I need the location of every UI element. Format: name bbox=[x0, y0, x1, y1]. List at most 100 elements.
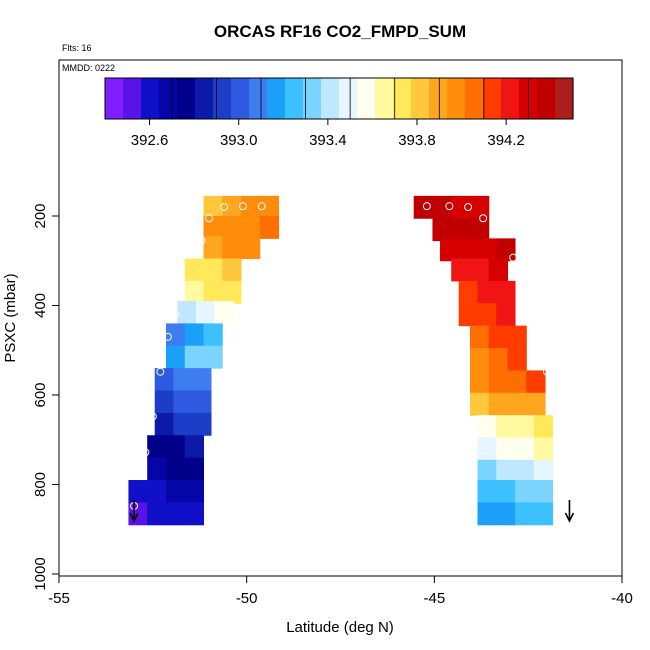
heatmap-cell bbox=[533, 415, 554, 439]
heatmap-cell bbox=[195, 301, 216, 324]
flight-marker bbox=[137, 469, 146, 478]
colorbar-swatch bbox=[411, 78, 430, 119]
heatmap-cell bbox=[477, 238, 497, 262]
heatmap-cell bbox=[192, 368, 212, 392]
heatmap-cell bbox=[184, 258, 205, 282]
heatmap-cell bbox=[451, 195, 471, 219]
heatmap-cell bbox=[469, 218, 490, 242]
colorbar-swatch bbox=[231, 78, 250, 119]
y-tick-label: 800 bbox=[32, 472, 49, 497]
heatmap-cell bbox=[173, 412, 193, 436]
heatmap-cell bbox=[533, 437, 554, 461]
colorbar-swatch bbox=[249, 78, 268, 119]
colorbar-swatch bbox=[501, 78, 520, 119]
colorbar-swatch bbox=[321, 78, 340, 119]
heatmap-cell bbox=[496, 303, 516, 327]
colorbar-swatch bbox=[339, 78, 358, 119]
heatmap-cell bbox=[458, 280, 478, 304]
heatmap-cell bbox=[192, 412, 212, 436]
heatmap-cell bbox=[203, 216, 223, 239]
heatmap-cell bbox=[515, 502, 535, 526]
colorbar-swatch bbox=[447, 78, 466, 119]
colorbar-swatch bbox=[555, 78, 574, 119]
y-tick-label: 600 bbox=[32, 382, 49, 407]
heatmap-cell bbox=[507, 348, 527, 371]
heatmap-cell bbox=[203, 236, 223, 260]
colorbar-swatch bbox=[213, 78, 232, 119]
heatmap-cell bbox=[507, 392, 527, 416]
colorbar-tick-label: 393.0 bbox=[220, 132, 258, 149]
colorbar-border bbox=[104, 77, 574, 120]
heatmap-cell bbox=[526, 392, 546, 416]
x-tick-label: -55 bbox=[48, 590, 70, 607]
heatmap-cell bbox=[184, 457, 205, 481]
heatmap-cell bbox=[496, 459, 516, 483]
heatmap-cell bbox=[222, 280, 242, 304]
heatmap-cell bbox=[496, 437, 516, 461]
colorbar-swatch bbox=[375, 78, 394, 119]
heatmap-cell bbox=[526, 370, 546, 394]
heatmap-cell bbox=[477, 502, 497, 526]
colorbar-tick-label: 393.8 bbox=[398, 132, 436, 149]
heatmap-cell bbox=[488, 348, 509, 371]
heatmap-cell bbox=[477, 437, 497, 461]
flight-marker bbox=[479, 214, 488, 223]
colorbar-tick-label: 394.2 bbox=[487, 132, 525, 149]
heatmap-cell bbox=[154, 390, 174, 414]
y-tick-label: 400 bbox=[32, 293, 49, 318]
y-tick-label: 1000 bbox=[32, 557, 49, 590]
heatmap-cell bbox=[469, 392, 490, 416]
colorbar: 392.6 393.0 393.4 393.8 394.2 bbox=[104, 77, 574, 149]
heatmap-cell bbox=[184, 345, 205, 369]
heatmap-cell bbox=[241, 236, 261, 260]
heatmap-cell bbox=[507, 325, 527, 349]
heatmap-cell bbox=[477, 459, 497, 483]
heatmap-cell bbox=[173, 368, 193, 392]
heatmap-cell bbox=[507, 370, 527, 394]
heatmap-cell bbox=[192, 390, 212, 414]
heatmap-cell bbox=[469, 258, 490, 282]
heatmap-cells bbox=[128, 195, 554, 526]
heatmap-cell bbox=[432, 195, 452, 219]
heatmap-cell bbox=[496, 480, 516, 503]
descent-arrows bbox=[129, 500, 575, 523]
heatmap-cell bbox=[165, 457, 186, 481]
heatmap-cell bbox=[496, 280, 516, 304]
colorbar-swatch bbox=[483, 78, 502, 119]
heatmap-cell bbox=[458, 303, 478, 327]
heatmap-cell bbox=[222, 258, 242, 282]
heatmap-cell bbox=[477, 303, 497, 327]
colorbar-swatch bbox=[285, 78, 304, 119]
heatmap-cell bbox=[165, 345, 186, 369]
colorbar-swatch bbox=[303, 78, 322, 119]
heatmap-cell bbox=[496, 415, 516, 439]
heatmap-cell bbox=[184, 502, 205, 526]
x-tick-label: -40 bbox=[611, 590, 633, 607]
y-tick-label: 200 bbox=[32, 203, 49, 228]
flight-marker bbox=[220, 203, 229, 212]
heatmap-cell bbox=[203, 345, 223, 369]
colorbar-tick-label: 392.6 bbox=[131, 132, 169, 149]
colorbar-swatch bbox=[267, 78, 286, 119]
heatmap-cell bbox=[147, 480, 167, 503]
flight-marker bbox=[205, 214, 214, 223]
heatmap-cell bbox=[203, 323, 223, 347]
heatmap-cell bbox=[173, 390, 193, 414]
heatmap-cell bbox=[184, 323, 205, 347]
x-axis: -55 -50 -45 -40 bbox=[48, 576, 633, 607]
flights-label: Flts: 16 bbox=[62, 43, 92, 53]
flight-marker bbox=[141, 448, 150, 457]
heatmap-cell bbox=[515, 459, 535, 483]
heatmap-cell bbox=[488, 258, 509, 282]
heatmap-cell bbox=[439, 238, 460, 262]
y-axis: 200 400 600 800 1000 bbox=[32, 203, 59, 591]
heatmap-cell bbox=[469, 370, 490, 394]
heatmap-cell bbox=[222, 216, 242, 239]
heatmap-cell bbox=[451, 218, 471, 242]
heatmap-cell bbox=[241, 195, 261, 219]
heatmap-cell bbox=[533, 459, 554, 483]
heatmap-cell bbox=[214, 301, 235, 324]
heatmap-cell bbox=[488, 325, 509, 349]
x-axis-label: Latitude (deg N) bbox=[286, 619, 394, 636]
colorbar-swatch bbox=[429, 78, 448, 119]
